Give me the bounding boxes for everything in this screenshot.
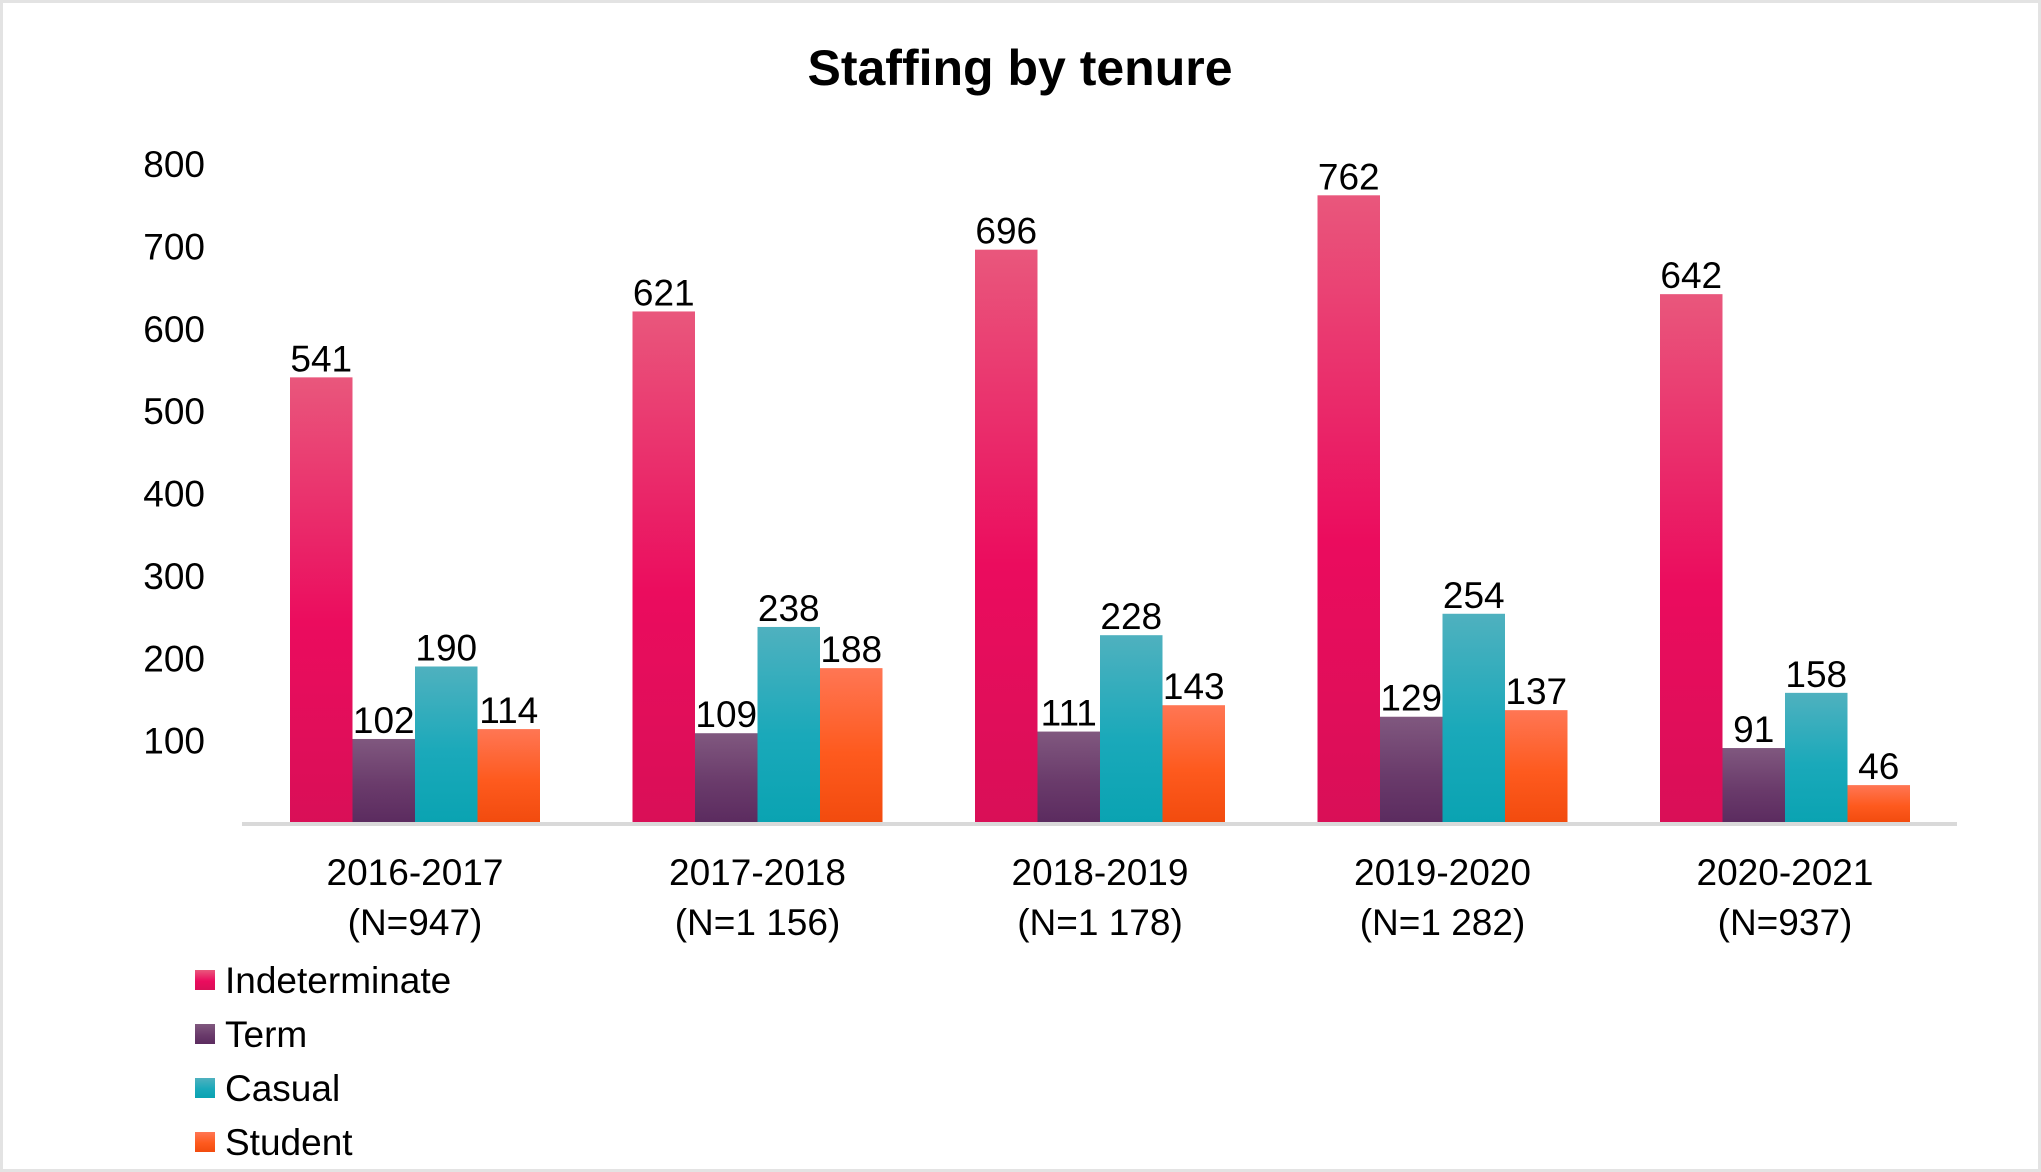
bar-indeterminate [1317, 195, 1380, 824]
data-label: 143 [1163, 666, 1225, 707]
y-axis: 100 200 300 400 500 600 700 800 [143, 144, 205, 762]
bar-indeterminate [975, 249, 1038, 824]
bar-student [477, 729, 540, 823]
bar-casual [415, 666, 478, 823]
chart-title: Staffing by tenure [807, 40, 1232, 96]
bar-casual [1100, 635, 1163, 823]
legend-swatch-indeterminate [195, 970, 215, 990]
legend-label-casual: Casual [225, 1068, 340, 1109]
data-label: 114 [479, 690, 538, 731]
bars [290, 195, 1910, 824]
legend: Indeterminate Term Casual Student [195, 960, 451, 1163]
data-label: 254 [1443, 575, 1505, 616]
legend-swatch-student [195, 1132, 215, 1152]
data-label: 109 [695, 694, 757, 735]
y-tick-label: 400 [143, 474, 205, 515]
y-tick-label: 500 [143, 391, 205, 432]
data-label: 102 [353, 700, 415, 741]
legend-swatch-term [195, 1024, 215, 1044]
bar-student [1162, 705, 1225, 823]
data-label: 621 [633, 272, 695, 313]
bar-casual [1785, 692, 1848, 823]
data-label: 129 [1380, 678, 1442, 719]
legend-label-indeterminate: Indeterminate [225, 960, 451, 1001]
x-tick-label: (N=1 156) [675, 902, 841, 943]
bar-term [695, 733, 758, 823]
data-label: 696 [975, 211, 1037, 252]
x-tick-label: 2017-2018 [669, 852, 846, 893]
bar-term [1722, 748, 1785, 823]
bar-casual [1442, 613, 1505, 823]
legend-swatch-casual [195, 1078, 215, 1098]
x-tick-label: 2018-2019 [1012, 852, 1189, 893]
data-label: 762 [1318, 156, 1380, 197]
y-tick-label: 300 [143, 556, 205, 597]
legend-label-term: Term [225, 1014, 307, 1055]
data-label: 91 [1733, 709, 1774, 750]
x-tick-label: (N=1 282) [1360, 902, 1526, 943]
y-tick-label: 700 [143, 226, 205, 267]
data-label: 188 [820, 629, 882, 670]
bar-student [820, 668, 883, 823]
bar-student [1847, 785, 1910, 823]
bar-indeterminate [290, 377, 353, 823]
data-label: 238 [758, 588, 820, 629]
y-tick-label: 200 [143, 638, 205, 679]
bar-casual [757, 626, 820, 823]
bar-student [1505, 710, 1568, 823]
x-tick-label: 2020-2021 [1697, 852, 1874, 893]
bar-indeterminate [1660, 294, 1723, 824]
bar-term [1037, 731, 1100, 823]
y-tick-label: 100 [143, 721, 205, 762]
data-label: 46 [1858, 746, 1899, 787]
x-tick-label: (N=937) [1718, 902, 1853, 943]
data-label: 111 [1041, 693, 1097, 734]
data-label: 158 [1785, 654, 1847, 695]
x-tick-label: 2019-2020 [1354, 852, 1531, 893]
x-axis: 2016-2017 (N=947) 2017-2018 (N=1 156) 2018-2… [327, 852, 1874, 943]
x-tick-label: 2016-2017 [327, 852, 504, 893]
data-label: 541 [290, 338, 352, 379]
bar-term [352, 738, 415, 823]
data-label: 228 [1100, 596, 1162, 637]
data-label: 137 [1505, 671, 1567, 712]
y-tick-label: 600 [143, 309, 205, 350]
x-tick-label: (N=1 178) [1017, 902, 1183, 943]
bar-indeterminate [632, 311, 695, 823]
x-tick-label: (N=947) [348, 902, 483, 943]
y-tick-label: 800 [143, 144, 205, 185]
data-label: 642 [1660, 255, 1722, 296]
legend-label-student: Student [225, 1122, 353, 1163]
data-label: 190 [415, 627, 477, 668]
bar-term [1380, 716, 1443, 823]
